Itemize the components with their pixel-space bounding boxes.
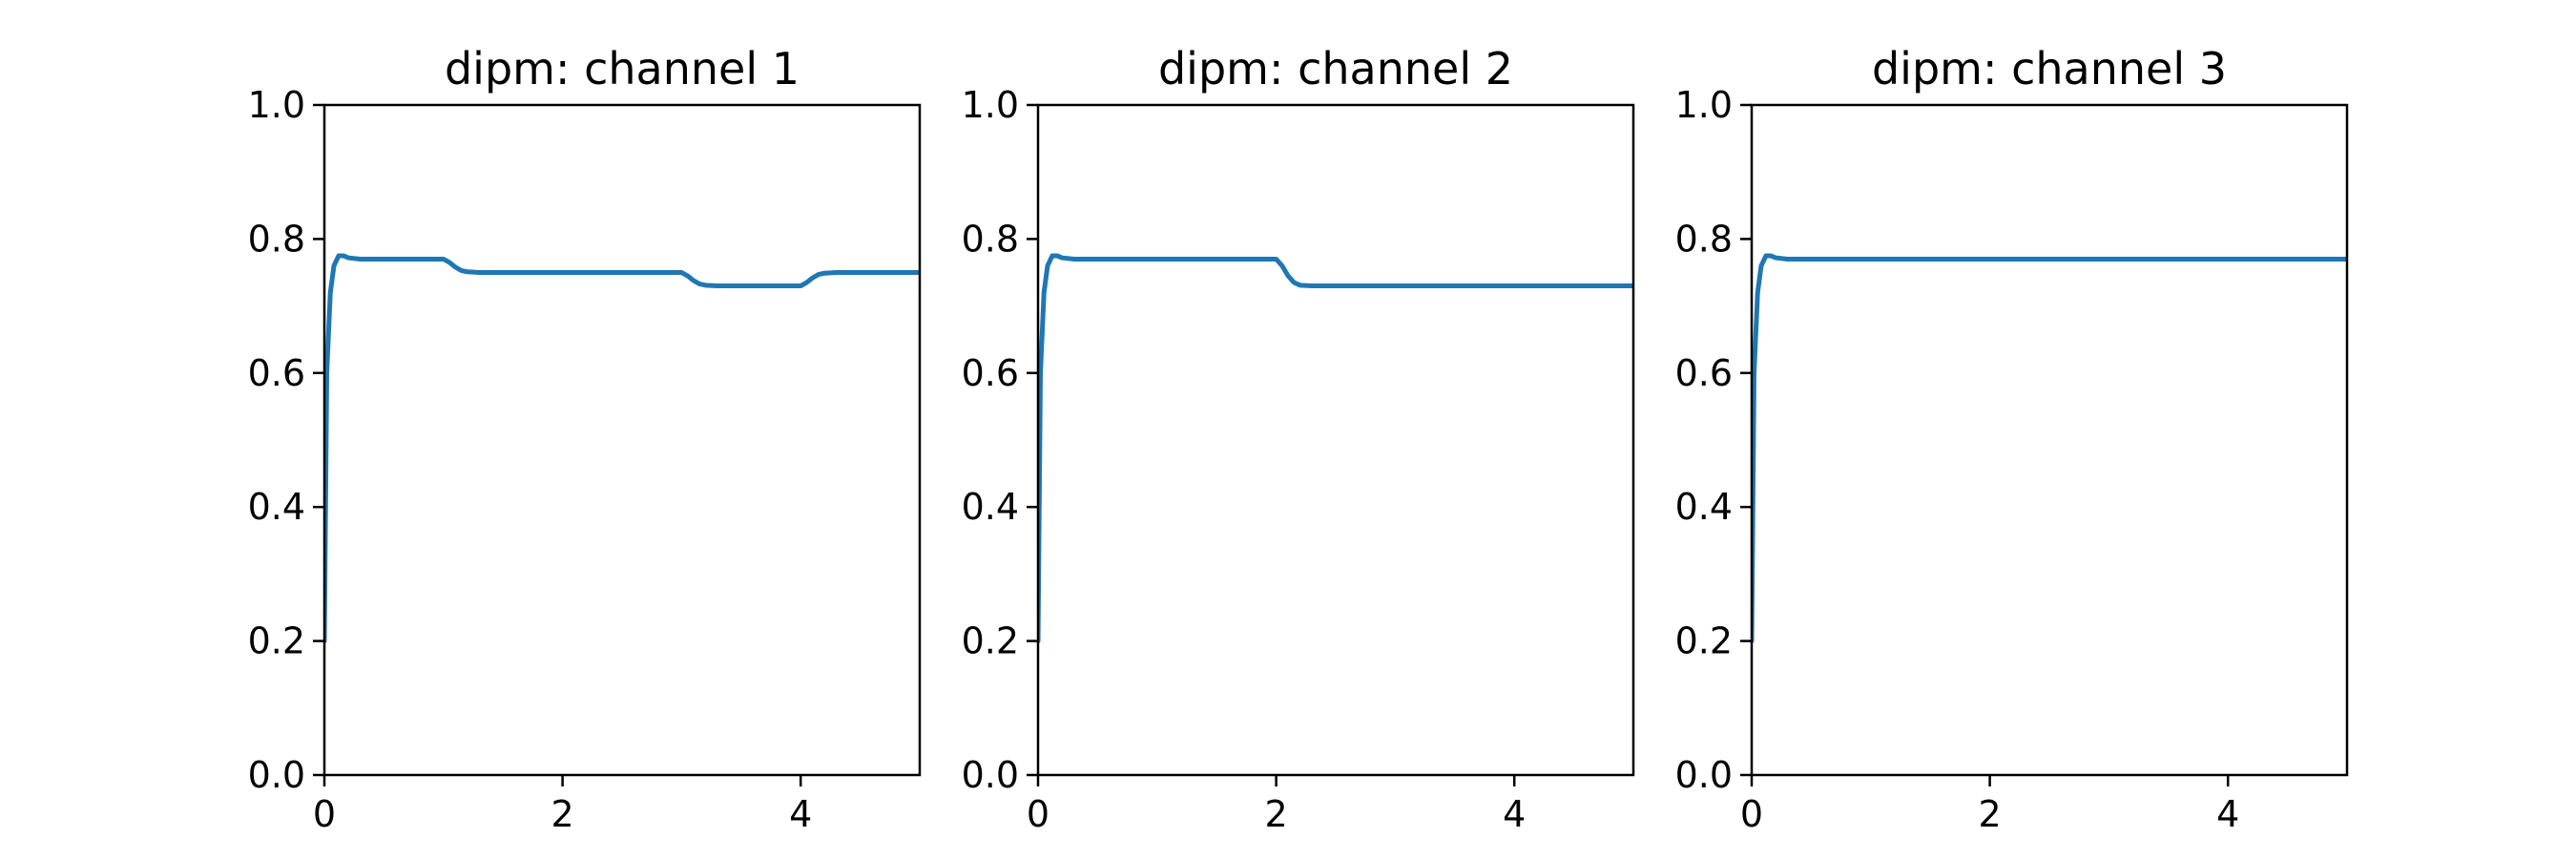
y-tick-label: 0.4 — [1675, 486, 1733, 528]
y-tick-label: 0.4 — [962, 486, 1019, 528]
x-tick-label: 0 — [313, 793, 336, 835]
y-tick-label: 0.0 — [248, 754, 305, 796]
y-tick-label: 0.2 — [962, 620, 1019, 662]
x-tick-label: 4 — [789, 793, 812, 835]
x-tick-label: 4 — [2216, 793, 2239, 835]
y-tick-label: 0.8 — [248, 218, 305, 260]
y-tick-label: 0.8 — [1675, 218, 1733, 260]
x-tick-label: 0 — [1027, 793, 1049, 835]
y-tick-label: 1.0 — [962, 84, 1019, 126]
x-tick-label: 0 — [1740, 793, 1763, 835]
chart-title: dipm: channel 3 — [1872, 43, 2227, 94]
y-tick-label: 0.8 — [962, 218, 1019, 260]
y-tick-label: 0.6 — [1675, 352, 1733, 394]
chart-title: dipm: channel 1 — [445, 43, 800, 94]
series-line — [324, 253, 920, 644]
x-tick-label: 2 — [1979, 793, 2002, 835]
y-tick-label: 1.0 — [248, 84, 305, 126]
x-tick-label: 2 — [1265, 793, 1288, 835]
series-line — [1038, 253, 1633, 644]
axes-frame — [322, 103, 922, 777]
y-tick-label: 0.0 — [962, 754, 1019, 796]
y-tick-label: 0.0 — [1675, 754, 1733, 796]
axes-frame — [1750, 103, 2349, 777]
x-tick-label: 2 — [551, 793, 574, 835]
y-tick-label: 0.2 — [248, 620, 305, 662]
axes-frame — [1036, 103, 1635, 777]
y-tick-label: 0.2 — [1675, 620, 1733, 662]
y-tick-label: 1.0 — [1675, 84, 1733, 126]
y-tick-label: 0.4 — [248, 486, 305, 528]
chart-panel-1: dipm: channel 1 0.0 0.2 0.4 0.6 0.8 1.0 0 2 4 — [248, 43, 922, 835]
chart-panel-2: dipm: channel 2 0.0 0.2 0.4 0.6 0.8 1.0 0 2 4 — [962, 43, 1635, 835]
series-line — [1752, 253, 2347, 644]
y-tick-label: 0.6 — [248, 352, 305, 394]
x-tick-label: 4 — [1503, 793, 1526, 835]
chart-panel-3: dipm: channel 3 0.0 0.2 0.4 0.6 0.8 1.0 0 2 4 — [1675, 43, 2349, 835]
chart-title: dipm: channel 2 — [1158, 43, 1513, 94]
y-tick-label: 0.6 — [962, 352, 1019, 394]
